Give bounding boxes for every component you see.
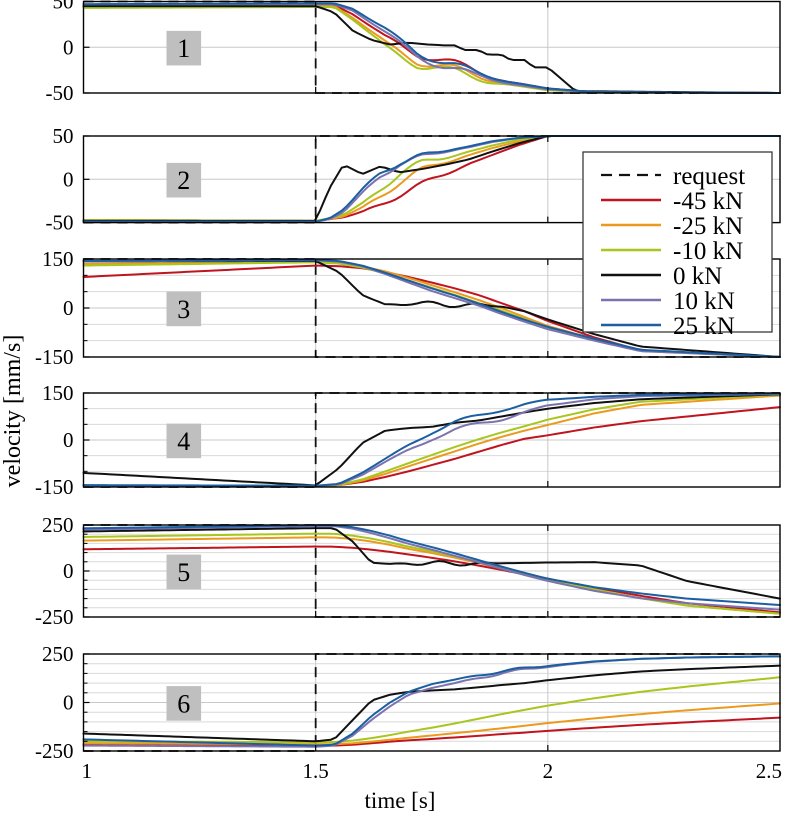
svg-text:0: 0: [63, 428, 74, 452]
svg-text:1: 1: [177, 34, 190, 63]
svg-text:-150: -150: [35, 475, 74, 499]
svg-text:150: 150: [42, 381, 74, 405]
svg-text:1: 1: [82, 759, 93, 783]
svg-text:0: 0: [63, 691, 74, 715]
svg-text:6: 6: [177, 689, 190, 718]
svg-text:150: 150: [42, 247, 74, 271]
svg-text:2: 2: [543, 759, 554, 783]
svg-text:-250: -250: [35, 605, 74, 629]
svg-text:0 kN: 0 kN: [673, 263, 722, 290]
svg-text:0: 0: [63, 559, 74, 583]
svg-text:25 kN: 25 kN: [673, 313, 735, 340]
svg-text:250: 250: [42, 513, 74, 537]
svg-text:-150: -150: [35, 345, 74, 369]
svg-text:0: 0: [63, 167, 74, 191]
svg-text:10 kN: 10 kN: [673, 288, 735, 315]
svg-text:50: 50: [53, 124, 74, 148]
svg-text:-25 kN: -25 kN: [673, 213, 743, 240]
svg-text:-45 kN: -45 kN: [673, 188, 743, 215]
svg-text:3: 3: [177, 295, 190, 324]
svg-text:-10 kN: -10 kN: [673, 238, 743, 265]
svg-text:50: 50: [53, 0, 74, 14]
svg-text:-50: -50: [46, 211, 74, 235]
svg-text:-50: -50: [46, 81, 74, 105]
svg-text:0: 0: [63, 296, 74, 320]
svg-text:0: 0: [63, 35, 74, 59]
svg-text:250: 250: [42, 642, 74, 666]
svg-text:-250: -250: [35, 739, 74, 763]
svg-text:1.5: 1.5: [303, 759, 329, 783]
svg-text:5: 5: [177, 558, 190, 587]
svg-text:2.5: 2.5: [756, 759, 782, 783]
svg-text:2: 2: [177, 166, 190, 195]
svg-text:4: 4: [177, 427, 190, 456]
svg-text:request: request: [673, 163, 745, 190]
